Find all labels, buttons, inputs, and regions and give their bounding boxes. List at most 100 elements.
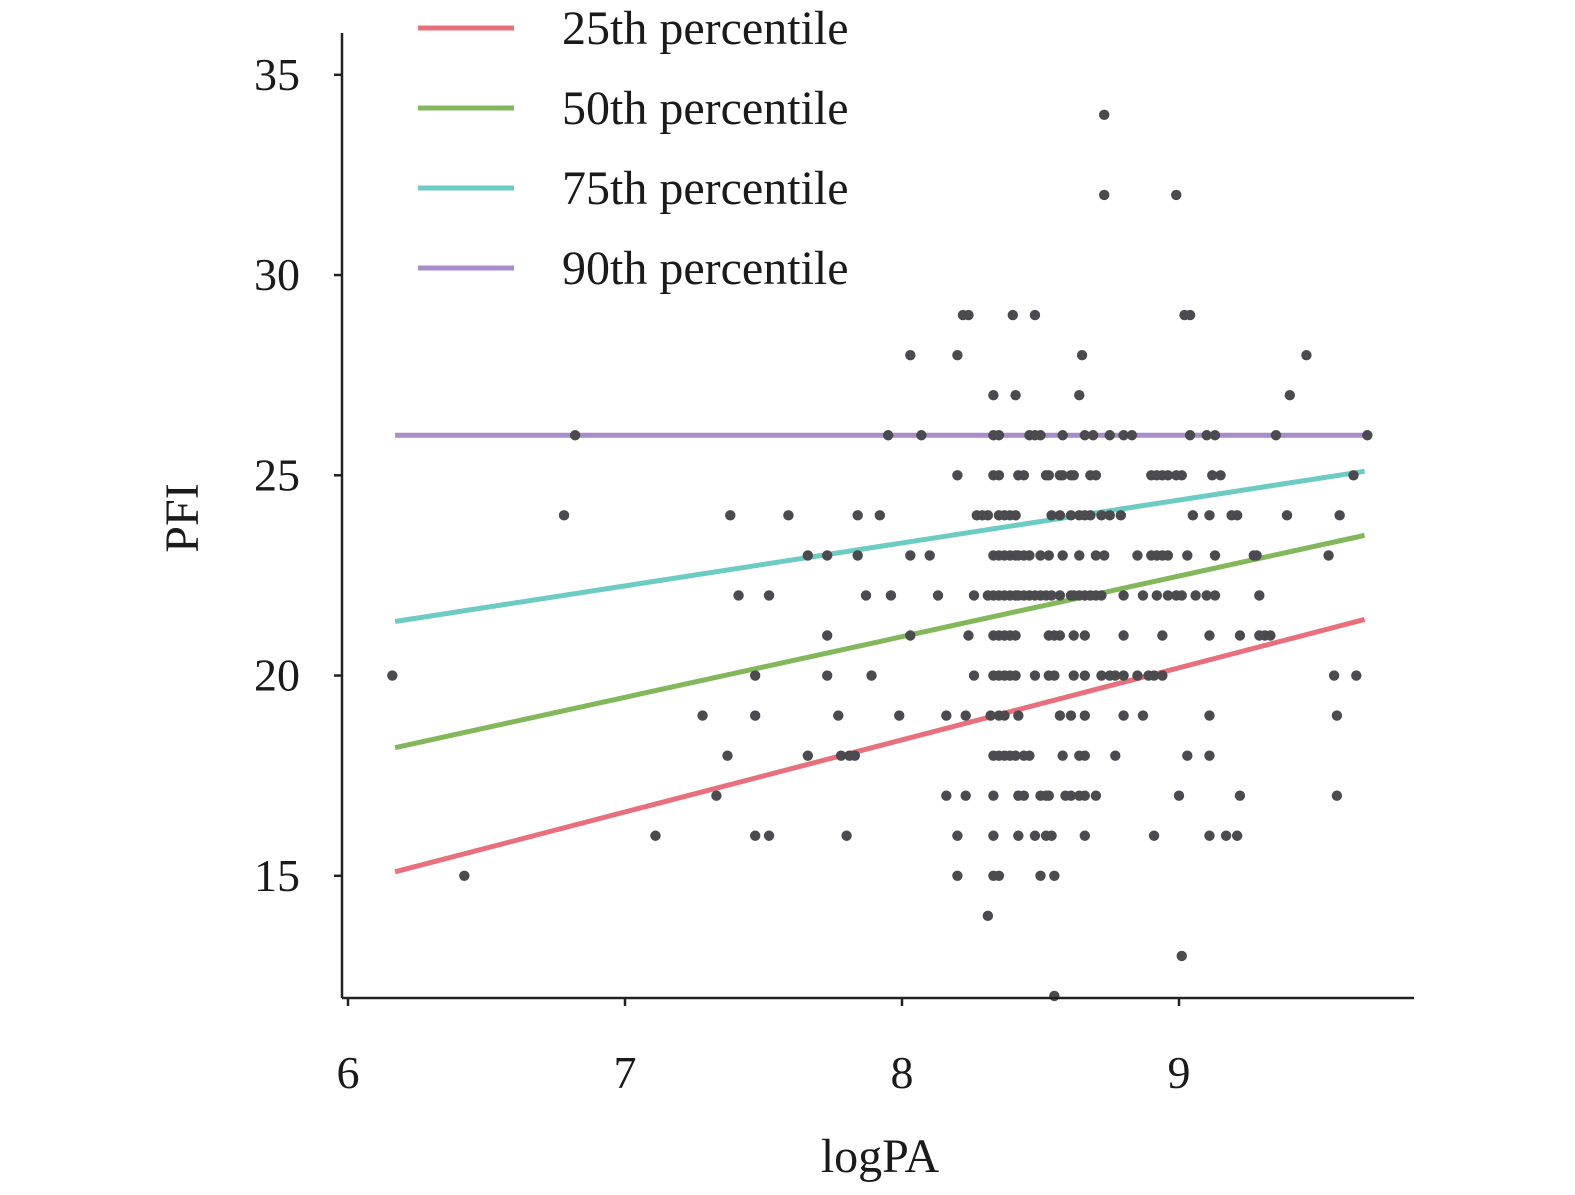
data-point	[749, 830, 761, 841]
data-point	[1118, 710, 1129, 721]
data-point	[1054, 590, 1066, 601]
data-point	[1099, 189, 1110, 201]
data-point	[952, 830, 963, 841]
data-point	[1137, 710, 1149, 721]
data-point	[1157, 630, 1168, 641]
data-point	[1076, 349, 1088, 361]
data-point	[1074, 390, 1085, 401]
data-point	[763, 590, 775, 601]
data-point	[1013, 710, 1024, 721]
data-point	[1207, 470, 1218, 481]
series-line	[394, 468, 1365, 624]
data-point	[1029, 830, 1041, 841]
data-point	[733, 590, 744, 601]
data-point	[1132, 550, 1143, 561]
x-tick-label: 9	[1168, 1047, 1191, 1098]
data-point	[1132, 670, 1143, 681]
data-point	[1079, 710, 1091, 721]
data-point	[1043, 790, 1055, 801]
data-point	[1024, 750, 1035, 761]
data-point	[1323, 550, 1334, 561]
data-point	[1010, 670, 1021, 681]
data-point	[1118, 630, 1129, 641]
data-point	[1096, 590, 1107, 601]
data-point	[960, 710, 971, 721]
data-point	[1007, 309, 1018, 321]
data-point	[1215, 470, 1226, 481]
x-axis-title: logPA	[821, 1130, 940, 1183]
data-point	[1057, 750, 1068, 761]
data-point	[822, 670, 833, 681]
data-point	[1079, 790, 1091, 801]
data-point	[1348, 470, 1359, 481]
x-tick-label: 8	[891, 1047, 914, 1098]
data-point	[1046, 590, 1057, 601]
x-tick-label: 6	[337, 1047, 360, 1098]
data-point	[1173, 790, 1185, 801]
data-point	[1331, 710, 1343, 721]
data-point	[697, 710, 708, 721]
data-point	[1010, 390, 1021, 401]
scatter-points	[387, 109, 1373, 1002]
data-point	[1204, 750, 1215, 761]
data-point	[1065, 710, 1077, 721]
data-point	[988, 390, 999, 401]
data-point	[1010, 510, 1021, 521]
data-point	[985, 710, 996, 721]
data-point	[1118, 590, 1129, 601]
data-point	[1049, 990, 1060, 1002]
data-point	[1049, 870, 1060, 881]
data-point	[1328, 670, 1340, 681]
legend-label: 75th percentile	[562, 162, 849, 215]
data-point	[1068, 670, 1079, 681]
data-point	[558, 510, 570, 521]
data-point	[387, 670, 398, 681]
data-point	[1137, 590, 1149, 601]
data-point	[982, 910, 994, 922]
data-point	[999, 710, 1010, 721]
legend: 25th percentile 50th percentile 75th perce…	[418, 2, 849, 295]
data-point	[1301, 349, 1312, 361]
data-point	[1013, 830, 1024, 841]
y-tick-label: 35	[254, 49, 300, 100]
data-point	[1046, 830, 1057, 841]
data-point	[1334, 510, 1345, 521]
data-point	[1054, 510, 1066, 521]
data-point	[1115, 510, 1127, 521]
data-point	[749, 670, 761, 681]
data-point	[802, 550, 814, 561]
data-point	[1284, 390, 1296, 401]
data-point	[1176, 470, 1187, 481]
data-point	[1265, 630, 1276, 641]
data-point	[1065, 790, 1077, 801]
data-point	[1029, 309, 1041, 321]
data-point	[1096, 670, 1107, 681]
data-point	[650, 830, 661, 841]
data-point	[1176, 590, 1187, 601]
data-point	[905, 349, 916, 361]
data-point	[1184, 309, 1196, 321]
data-point	[988, 830, 999, 841]
data-point	[1043, 550, 1055, 561]
data-point	[1010, 750, 1021, 761]
data-point	[874, 510, 886, 521]
data-point	[1171, 189, 1182, 201]
series-line	[394, 532, 1366, 751]
data-point	[1220, 830, 1232, 841]
data-point	[1204, 710, 1215, 721]
data-point	[725, 510, 736, 521]
data-point	[1234, 790, 1246, 801]
data-point	[1126, 430, 1138, 441]
legend-label: 50th percentile	[562, 82, 849, 135]
data-point	[993, 470, 1005, 481]
legend-label: 90th percentile	[562, 242, 849, 295]
data-point	[1104, 430, 1115, 441]
axes: 6 7 8 9 15 20 25 30 35	[254, 33, 1414, 1098]
data-point	[968, 590, 980, 601]
percentile-lines	[394, 432, 1366, 875]
data-point	[1231, 510, 1243, 521]
data-point	[1176, 950, 1187, 962]
data-point	[1190, 590, 1201, 601]
data-point	[1204, 510, 1215, 521]
